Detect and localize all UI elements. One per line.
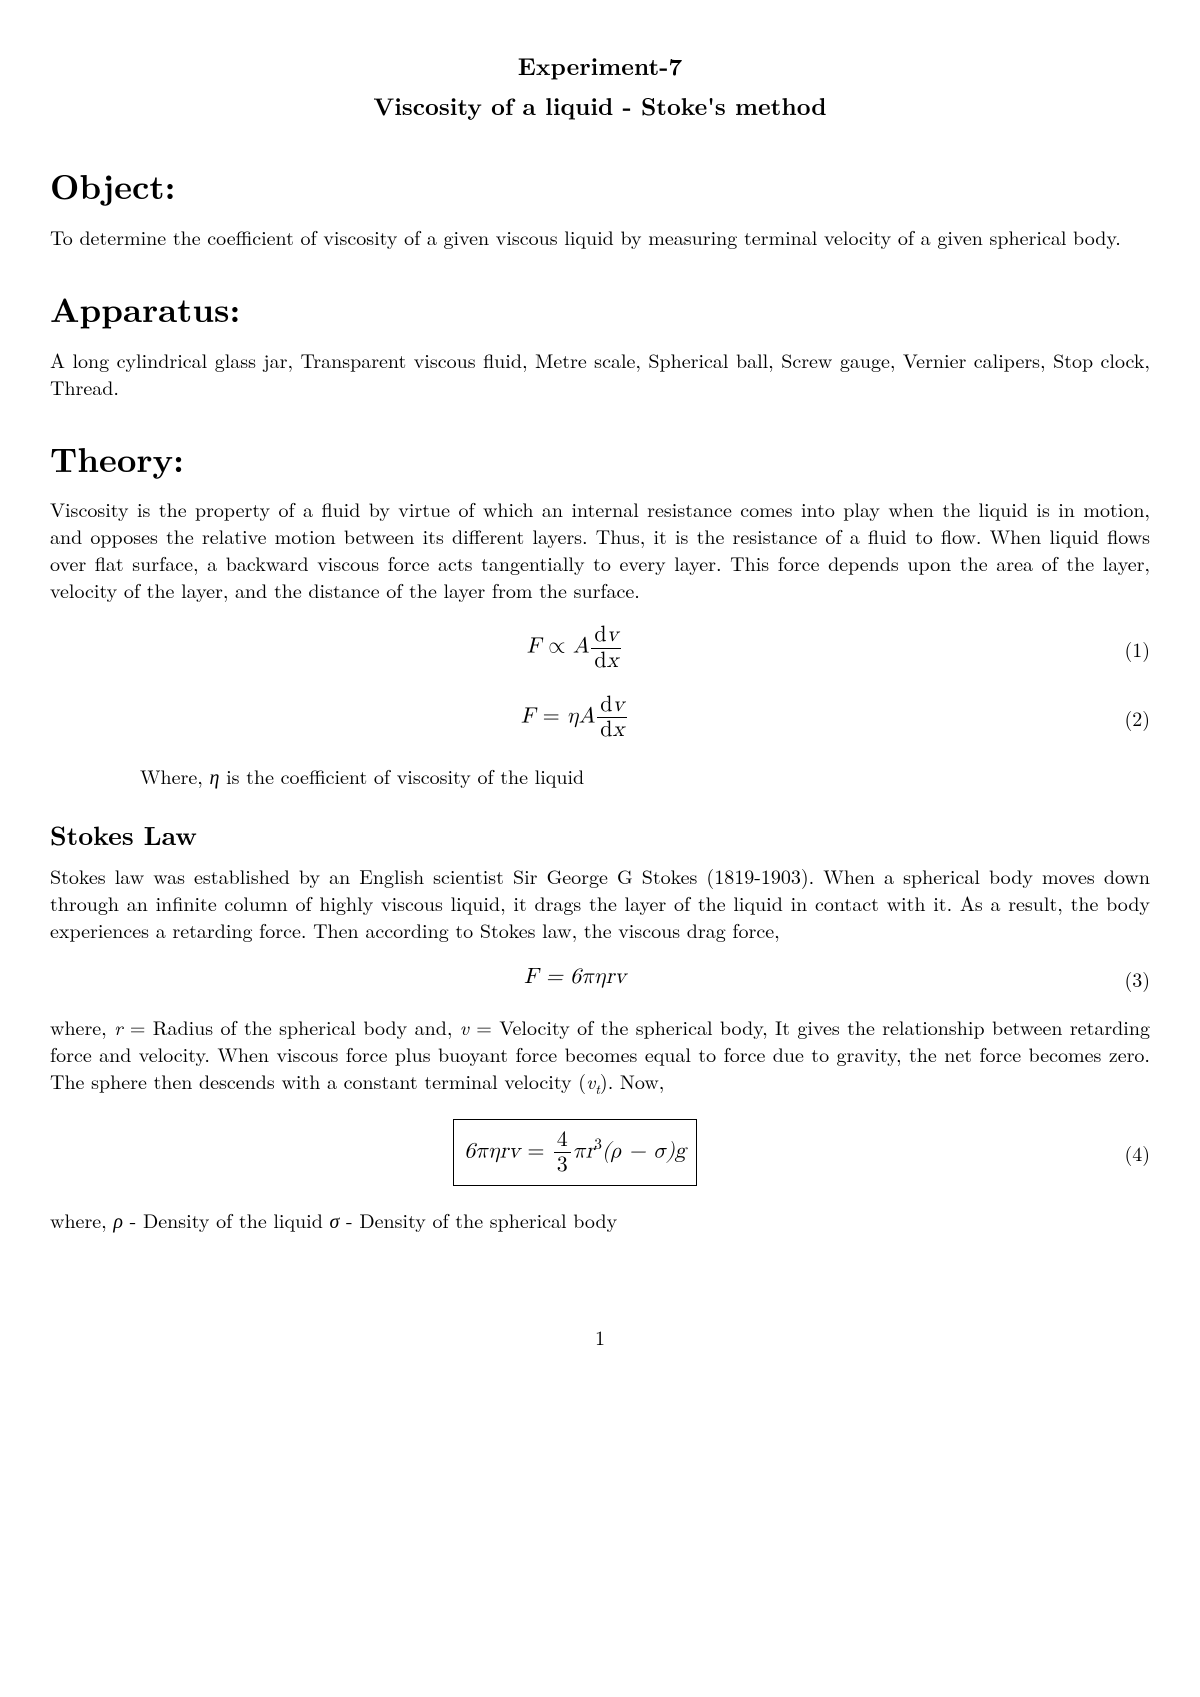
eq2-x: x bbox=[612, 719, 624, 741]
equation-3-body: F = 6πηrv bbox=[50, 963, 1100, 993]
stokes-p1: Stokes law was established by an English… bbox=[50, 862, 1150, 943]
eq1-A: A bbox=[573, 636, 590, 658]
doc-subtitle: Viscosity of a liquid - Stoke's method bbox=[50, 90, 1150, 122]
equation-1-number: (1) bbox=[1100, 635, 1150, 662]
equation-4-box: 6πηrv = 43πr3(ρ − σ)g bbox=[453, 1119, 697, 1186]
p2-r-def: = Radius of the spherical body and, bbox=[123, 1012, 460, 1041]
eq4-den: 3 bbox=[554, 1153, 571, 1177]
eq1-x: x bbox=[607, 650, 619, 672]
eq1-F: F bbox=[527, 636, 541, 658]
eq4-lhs: 6πηrv bbox=[464, 1140, 520, 1162]
equation-3: F = 6πηrv (3) bbox=[50, 963, 1150, 993]
equation-4-number: (4) bbox=[1100, 1139, 1150, 1166]
p3-rho-def: - Density of the liquid bbox=[123, 1205, 330, 1234]
stokes-heading: Stokes Law bbox=[50, 817, 1150, 852]
p2-prefix: where, bbox=[50, 1012, 114, 1041]
eq4-eq: = bbox=[520, 1140, 552, 1162]
eq2-d1: d bbox=[600, 694, 612, 716]
eta-note: Where, η is the coefficient of viscosity… bbox=[140, 762, 1150, 789]
equation-3-number: (3) bbox=[1100, 965, 1150, 992]
stokes-p3: where, ρ - Density of the liquid σ - Den… bbox=[50, 1206, 1150, 1233]
p2-tail: ). Now, bbox=[600, 1066, 664, 1095]
eq1-frac: dvdx bbox=[591, 623, 621, 672]
eq4-exp3: 3 bbox=[594, 1137, 602, 1152]
doc-title: Experiment-7 bbox=[50, 50, 1150, 82]
equation-1-body: F ∝ Advdx bbox=[50, 623, 1100, 672]
p3-prefix: where, bbox=[50, 1205, 113, 1234]
eq4-g: g bbox=[675, 1140, 686, 1162]
equation-2-body: F = ηAdvdx bbox=[50, 693, 1100, 742]
eta-note-prefix: Where, bbox=[140, 761, 210, 790]
eq2-d2: d bbox=[600, 719, 612, 741]
eq1-d1: d bbox=[594, 624, 606, 646]
theory-intro: Viscosity is the property of a fluid by … bbox=[50, 495, 1150, 603]
p2-r: r bbox=[114, 1012, 122, 1041]
equation-4-body: 6πηrv = 43πr3(ρ − σ)g bbox=[50, 1119, 1100, 1186]
equation-1: F ∝ Advdx (1) bbox=[50, 623, 1150, 672]
eq4-frac: 43 bbox=[554, 1128, 571, 1177]
p2-vt: v bbox=[586, 1066, 595, 1095]
eq4-num: 4 bbox=[554, 1128, 571, 1153]
eq4-pir: πr bbox=[573, 1140, 595, 1162]
p2-v: v bbox=[460, 1012, 469, 1041]
eta-note-suffix: is the coefficient of viscosity of the l… bbox=[219, 761, 584, 790]
eq2-v: v bbox=[612, 694, 624, 716]
p3-rho: ρ bbox=[113, 1205, 123, 1234]
eq2-A: A bbox=[579, 705, 596, 727]
p3-sigma: σ bbox=[330, 1205, 340, 1234]
stokes-p2: where, r = Radius of the spherical body … bbox=[50, 1013, 1150, 1099]
equation-2-number: (2) bbox=[1100, 704, 1150, 731]
section-theory-heading: Theory: bbox=[50, 436, 1150, 482]
eta-symbol: η bbox=[210, 761, 220, 790]
page-number: 1 bbox=[50, 1323, 1150, 1350]
eq2-rel: = bbox=[535, 705, 567, 727]
eq4-paren: (ρ − σ) bbox=[602, 1140, 675, 1162]
p3-sigma-def: - Density of the spherical body bbox=[339, 1205, 617, 1234]
eq2-F: F bbox=[521, 705, 535, 727]
eq2-eta: η bbox=[567, 705, 579, 727]
eq2-frac: dvdx bbox=[597, 693, 627, 742]
eq1-rel: ∝ bbox=[541, 636, 573, 658]
section-object-heading: Object: bbox=[50, 163, 1150, 209]
section-apparatus-heading: Apparatus: bbox=[50, 286, 1150, 332]
equation-4: 6πηrv = 43πr3(ρ − σ)g (4) bbox=[50, 1119, 1150, 1186]
section-apparatus-body: A long cylindrical glass jar, Transparen… bbox=[50, 346, 1150, 400]
eq1-v: v bbox=[607, 624, 619, 646]
section-object-body: To determine the coefficient of viscosit… bbox=[50, 223, 1150, 250]
equation-2: F = ηAdvdx (2) bbox=[50, 693, 1150, 742]
eq1-d2: d bbox=[594, 650, 606, 672]
